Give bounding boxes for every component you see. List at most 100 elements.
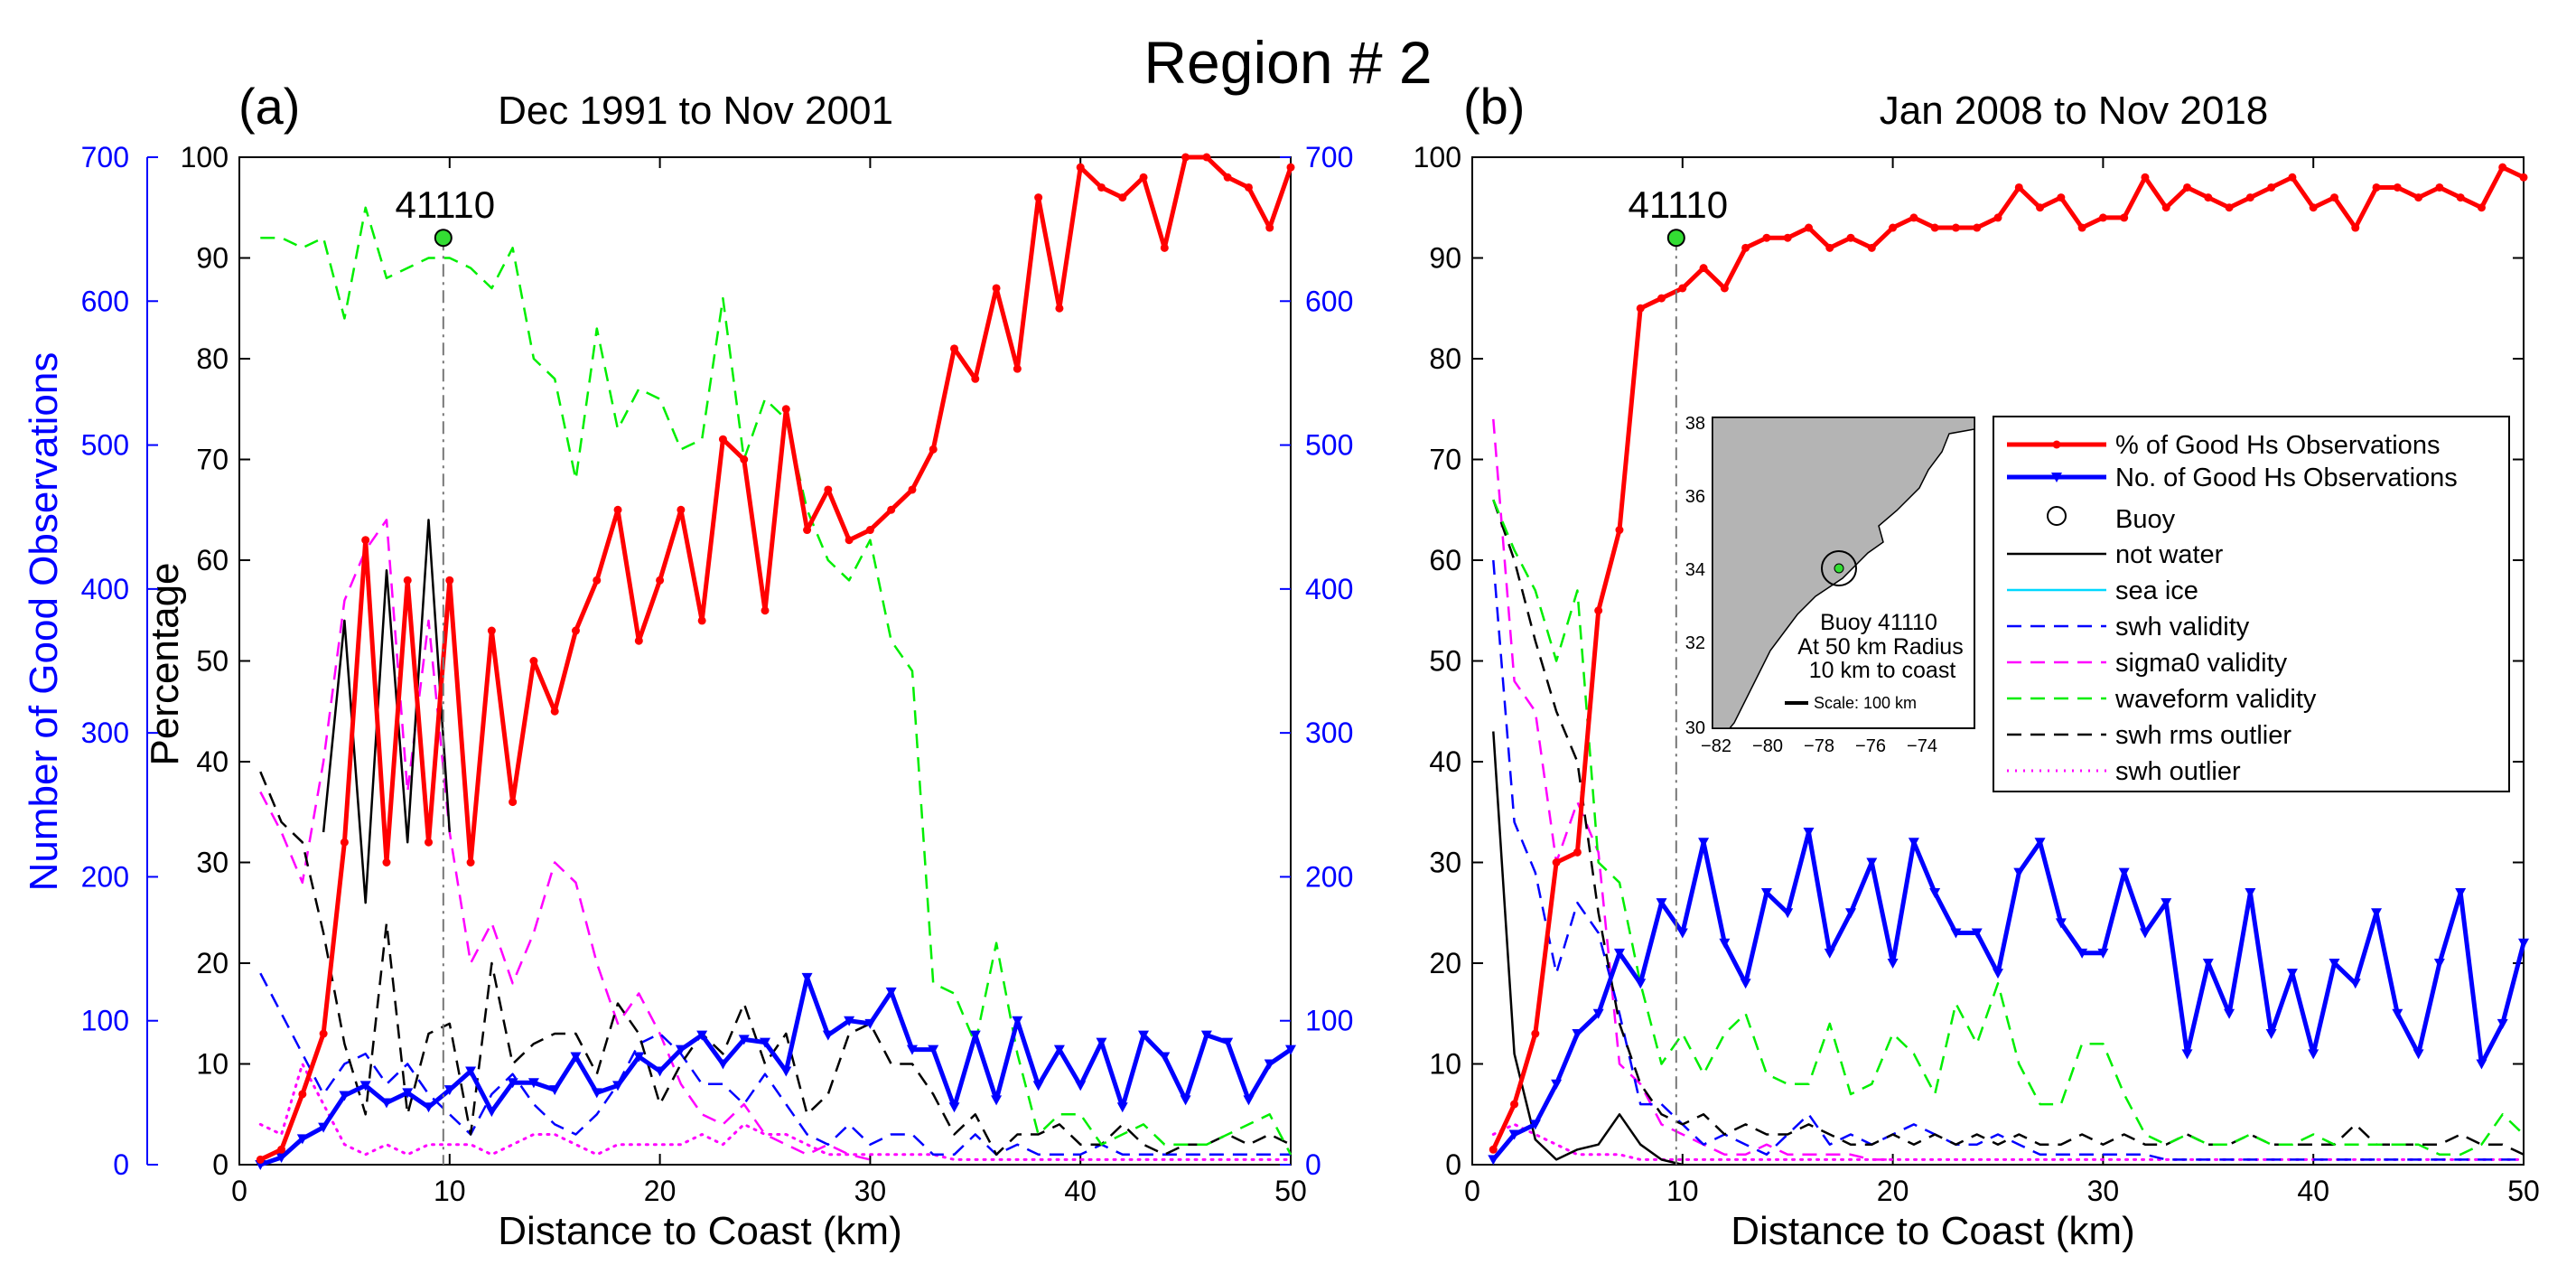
panel-b-buoy-marker[interactable] (1666, 229, 1685, 248)
point-good-no (1971, 928, 1983, 939)
point-good-no (1138, 1030, 1150, 1041)
y2-tick-label-right: 700 (1305, 141, 1353, 173)
y-tick-label: 20 (1429, 947, 1461, 979)
inset-lon-tick: −80 (1752, 736, 1783, 756)
point-good-pct (2498, 163, 2507, 172)
point-good-no (275, 1153, 287, 1164)
point-good-pct (2120, 213, 2129, 222)
point-good-no (654, 1066, 666, 1077)
y-tick-label: 50 (1429, 645, 1461, 678)
point-good-pct (1594, 606, 1603, 615)
point-good-pct (256, 1155, 265, 1164)
panel-b-title: Jan 2008 to Nov 2018 (1880, 89, 2269, 133)
point-good-no (822, 1030, 834, 1041)
point-good-pct (1657, 294, 1666, 303)
point-good-no (1656, 898, 1667, 909)
point-good-no (2371, 908, 2383, 919)
point-good-no (570, 1052, 582, 1063)
point-good-pct (761, 606, 770, 615)
point-good-no (1719, 938, 1731, 949)
panel-b-yticks: 0 10 20 30 40 50 60 70 80 90 100 (1414, 141, 2524, 1181)
point-good-no (359, 1081, 371, 1091)
point-good-no (2202, 959, 2214, 969)
point-good-no (1488, 1155, 1499, 1166)
point-good-no (717, 1059, 729, 1070)
point-good-no (465, 1066, 477, 1077)
y-tick-label: 10 (1429, 1048, 1461, 1081)
point-good-pct (2161, 203, 2170, 212)
point-good-no (1635, 979, 1647, 989)
point-good-pct (697, 616, 706, 625)
point-good-no (318, 1122, 330, 1133)
y2-tick-label-right: 200 (1305, 860, 1353, 893)
point-good-pct (550, 707, 559, 716)
point-good-pct (1286, 163, 1295, 172)
point-good-pct (845, 536, 854, 545)
y-tick-label: 70 (1429, 444, 1461, 476)
inset-text-line-2: At 50 km Radius (1797, 634, 1963, 660)
panel-a-buoy-marker[interactable] (434, 229, 453, 248)
point-good-pct (1720, 284, 1729, 293)
point-good-pct (1034, 193, 1043, 202)
panel-b-series (1488, 163, 2529, 1166)
point-good-pct (1510, 1100, 1519, 1109)
point-good-no (443, 1085, 455, 1096)
point-good-no (1159, 1052, 1171, 1063)
y-tick-label: 0 (212, 1148, 229, 1181)
point-good-pct (1013, 364, 1022, 373)
point-good-no (2245, 887, 2256, 898)
series-not-water (322, 519, 452, 904)
legend-label: waveform validity (2114, 685, 2317, 714)
y2-tick-label-right: 500 (1305, 429, 1353, 462)
panel-a-y2ticks-right: 0 100 200 300 400 500 600 700 (1280, 141, 1353, 1181)
point-good-no (1592, 1008, 1604, 1019)
point-good-no (1887, 959, 1899, 969)
point-good-no (1950, 928, 1962, 939)
panel-a-xticks: 0 10 20 30 40 50 (231, 157, 1307, 1207)
x-tick-label: 0 (231, 1175, 247, 1207)
series-swh-outlier (258, 1063, 1293, 1161)
point-good-pct (340, 838, 349, 847)
point-good-pct (908, 485, 917, 494)
point-good-no (1243, 1095, 1255, 1106)
inset-lon-tick: −74 (1907, 736, 1937, 756)
x-tick-label: 50 (1274, 1175, 1307, 1207)
point-good-pct (1741, 243, 1750, 252)
point-good-pct (1678, 284, 1687, 293)
x-tick-label: 40 (1064, 1175, 1097, 1207)
point-good-no (1096, 1037, 1107, 1048)
x-tick-label: 30 (854, 1175, 887, 1207)
point-good-no (612, 1081, 624, 1091)
point-good-no (2308, 1049, 2319, 1060)
point-good-no (402, 1088, 414, 1099)
point-good-no (1782, 908, 1794, 919)
point-good-pct (571, 626, 580, 635)
point-good-pct (824, 485, 833, 494)
point-good-no (1824, 948, 1835, 959)
point-good-pct (1055, 304, 1064, 313)
panel-a-label: (a) (238, 78, 300, 135)
point-good-pct (298, 1090, 307, 1099)
point-good-no (928, 1044, 939, 1055)
x-tick-label: 20 (644, 1175, 677, 1207)
inset-lat-tick: 30 (1685, 718, 1705, 738)
inset-lat-tick: 34 (1685, 560, 1705, 580)
inset-scale-label: Scale: 100 km (1814, 694, 1917, 712)
point-good-no (549, 1085, 561, 1096)
point-good-no (864, 1018, 876, 1029)
panel-a-series (255, 153, 1296, 1170)
point-good-pct (425, 838, 434, 847)
y-tick-label: 80 (1429, 342, 1461, 375)
y2-tick-label-left: 700 (81, 141, 129, 173)
inset-lon-tick: −78 (1804, 736, 1834, 756)
point-good-no (591, 1088, 602, 1099)
point-good-pct (2204, 193, 2213, 202)
point-good-pct (2351, 223, 2360, 232)
y-tick-label: 90 (1429, 242, 1461, 275)
series-not-water (1492, 731, 1684, 1166)
point-good-no (844, 1016, 855, 1026)
point-good-pct (613, 505, 622, 514)
point-good-pct (740, 455, 749, 464)
point-good-no (2097, 948, 2109, 959)
point-good-no (885, 987, 897, 998)
